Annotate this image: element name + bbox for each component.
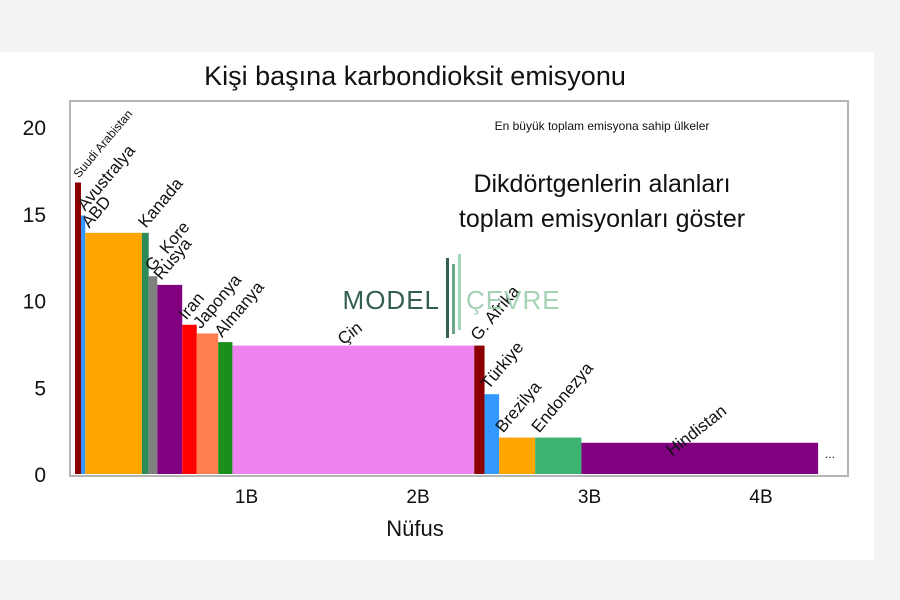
bar-çin (232, 345, 475, 474)
watermark-bar-1 (446, 258, 449, 338)
watermark-right-text: ÇEVRE (466, 285, 561, 315)
watermark-bar-3 (458, 254, 461, 330)
x-tick-label: 1B (235, 487, 258, 508)
y-tick-label: 15 (23, 204, 46, 227)
watermark-bar-2 (452, 264, 455, 334)
x-tick-label: 4B (749, 487, 772, 508)
continuation-dots: ... (825, 447, 835, 461)
y-tick-label: 5 (34, 377, 46, 400)
bar-g-kore (148, 276, 158, 474)
y-tick-label: 0 (34, 464, 46, 487)
bar-brezilya (499, 437, 536, 474)
x-tick-label: 2B (406, 487, 429, 508)
x-axis-label: Nüfus (386, 516, 443, 541)
watermark: MODEL ÇEVRE (343, 254, 561, 338)
area-note-line-2: toplam emisyonları göster (459, 205, 745, 233)
bar-almanya (218, 342, 233, 474)
x-axis-ticks: 1B 2B 3B 4B (235, 487, 773, 508)
bar-kanada (141, 232, 149, 474)
chart-title: Kişi başına karbondioksit emisyonu (204, 61, 626, 91)
x-tick-label: 3B (578, 487, 601, 508)
bars-group (75, 182, 819, 475)
bar-suudi-arabistan (75, 182, 81, 474)
bar-iran (182, 324, 197, 474)
bar-rusya (157, 284, 183, 474)
bar-abd (85, 232, 142, 474)
bar-türkiye (484, 394, 500, 474)
area-note-line-1: Dikdörtgenlerin alanları (473, 170, 730, 198)
chart-subtitle: En büyük toplam emisyona sahip ülkeler (495, 119, 710, 133)
y-tick-label: 10 (23, 291, 46, 314)
bar-hindistan (581, 442, 819, 474)
bar-g-afrika (474, 345, 485, 474)
bar-endonezya (535, 437, 582, 474)
y-tick-label: 20 (23, 117, 46, 140)
bar-japonya (196, 333, 219, 474)
watermark-left-text: MODEL (343, 285, 440, 315)
y-axis-ticks: 0 5 10 15 20 (23, 117, 46, 487)
bar-avustralya (81, 215, 86, 475)
